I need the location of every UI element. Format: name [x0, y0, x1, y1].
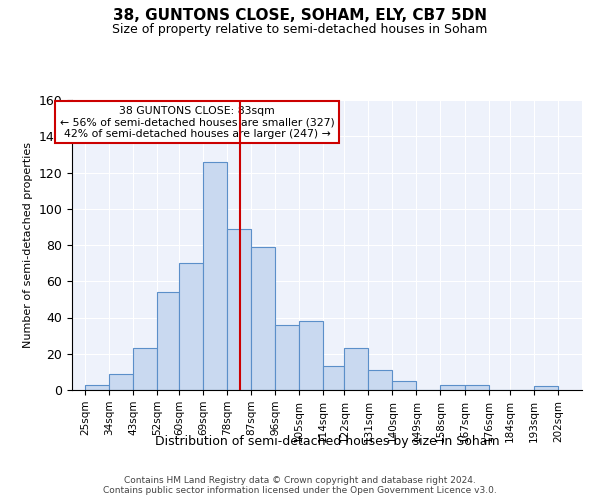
- Bar: [227, 228, 251, 390]
- Bar: [392, 381, 416, 390]
- Bar: [464, 384, 488, 390]
- Bar: [368, 370, 392, 390]
- Text: Contains HM Land Registry data © Crown copyright and database right 2024.
Contai: Contains HM Land Registry data © Crown c…: [103, 476, 497, 495]
- Text: Size of property relative to semi-detached houses in Soham: Size of property relative to semi-detach…: [112, 22, 488, 36]
- Bar: [344, 348, 368, 390]
- Bar: [275, 325, 299, 390]
- Text: 38, GUNTONS CLOSE, SOHAM, ELY, CB7 5DN: 38, GUNTONS CLOSE, SOHAM, ELY, CB7 5DN: [113, 8, 487, 22]
- Bar: [133, 348, 157, 390]
- Y-axis label: Number of semi-detached properties: Number of semi-detached properties: [23, 142, 33, 348]
- Bar: [534, 386, 558, 390]
- Bar: [203, 162, 227, 390]
- Bar: [109, 374, 133, 390]
- Text: 38 GUNTONS CLOSE: 83sqm
← 56% of semi-detached houses are smaller (327)
42% of s: 38 GUNTONS CLOSE: 83sqm ← 56% of semi-de…: [59, 106, 334, 139]
- Bar: [179, 263, 203, 390]
- Text: Distribution of semi-detached houses by size in Soham: Distribution of semi-detached houses by …: [155, 435, 499, 448]
- Bar: [157, 292, 179, 390]
- Bar: [323, 366, 344, 390]
- Bar: [299, 321, 323, 390]
- Bar: [251, 247, 275, 390]
- Bar: [85, 384, 109, 390]
- Bar: [440, 384, 464, 390]
